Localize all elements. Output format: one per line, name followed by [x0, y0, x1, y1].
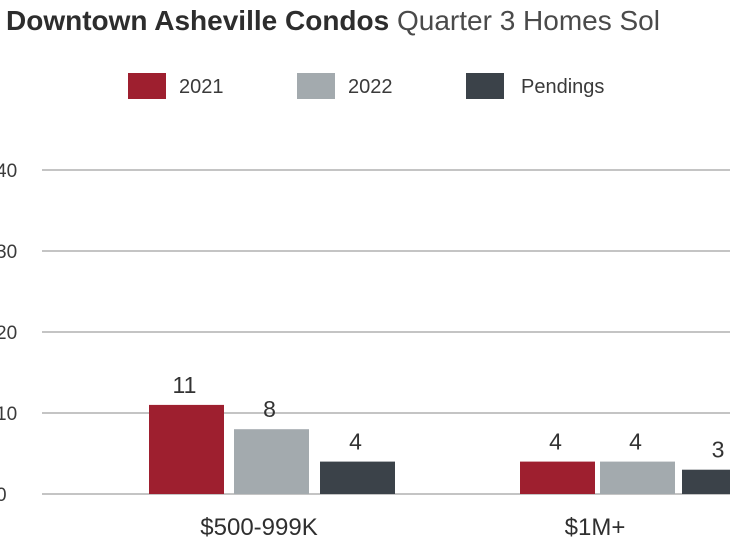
- bar: [600, 461, 675, 494]
- data-label: 8: [263, 396, 276, 422]
- gridlines: [42, 169, 730, 495]
- labels: 0 10 20 30 40 11 8 4 $500-999K 4 4 3 $1M+: [0, 161, 724, 541]
- data-label: 4: [629, 429, 642, 455]
- bar: [149, 404, 224, 494]
- data-label: 4: [349, 429, 362, 455]
- y-tick-label: 30: [0, 242, 17, 263]
- legend-swatch-2: [466, 73, 504, 99]
- chart-title-main: Downtown Asheville Condos: [6, 5, 390, 36]
- y-tick-label: 10: [0, 404, 17, 425]
- bars: [149, 404, 730, 494]
- x-category-label: $500-999K: [200, 514, 317, 541]
- bar: [682, 469, 730, 494]
- y-tick-label: 40: [0, 161, 17, 182]
- legend-swatch-0: [128, 73, 166, 99]
- legend-swatch-1: [297, 73, 335, 99]
- y-tick-label: 0: [0, 485, 7, 506]
- chart-title: Downtown Asheville Condos Quarter 3 Home…: [6, 2, 660, 40]
- data-label: 11: [173, 372, 197, 398]
- legend-label-2: Pendings: [521, 76, 604, 98]
- legend-label-1: 2022: [348, 76, 393, 98]
- bar: [320, 461, 395, 494]
- legend-label-0: 2021: [179, 76, 224, 98]
- y-tick-label: 20: [0, 323, 17, 344]
- chart-subtitle: Quarter 3 Homes Sol: [396, 5, 660, 36]
- data-label: 3: [712, 437, 725, 463]
- bar: [234, 429, 309, 494]
- legend: 2021 2022 Pendings: [128, 73, 604, 99]
- bar: [520, 461, 595, 494]
- x-category-label: $1M+: [565, 514, 626, 541]
- data-label: 4: [549, 429, 562, 455]
